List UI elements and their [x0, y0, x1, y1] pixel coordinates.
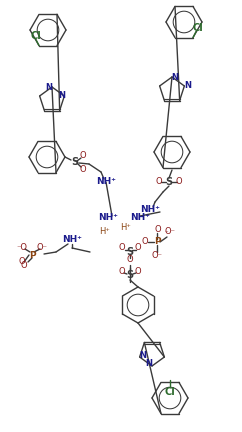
Text: O: O	[135, 267, 141, 276]
Text: O: O	[155, 226, 161, 235]
Text: N: N	[184, 82, 191, 90]
Text: S: S	[126, 270, 134, 280]
Text: H⁺: H⁺	[121, 223, 131, 232]
Text: NH⁺: NH⁺	[98, 213, 118, 222]
Text: H⁺: H⁺	[99, 228, 110, 236]
Text: O: O	[80, 165, 86, 175]
Text: Cl: Cl	[31, 31, 41, 41]
Text: NH⁺: NH⁺	[96, 178, 116, 187]
Text: O: O	[119, 267, 125, 276]
Text: ⁻O: ⁻O	[16, 244, 28, 252]
Text: NH⁺: NH⁺	[140, 206, 160, 215]
Text: N: N	[45, 83, 53, 92]
Text: O: O	[19, 257, 25, 267]
Text: N: N	[58, 92, 65, 101]
Text: S: S	[71, 157, 79, 167]
Text: ⁻: ⁻	[164, 230, 168, 236]
Text: S: S	[166, 177, 173, 187]
Text: O: O	[176, 178, 182, 187]
Text: P: P	[154, 238, 160, 247]
Text: O: O	[135, 244, 141, 252]
Text: S: S	[126, 247, 134, 257]
Text: Cl: Cl	[165, 387, 175, 397]
Text: N: N	[172, 73, 179, 82]
Text: O: O	[142, 238, 148, 247]
Text: O⁻: O⁻	[151, 251, 162, 260]
Text: O⁻: O⁻	[165, 228, 175, 236]
Text: NH⁺: NH⁺	[130, 213, 150, 222]
Text: NH⁺: NH⁺	[62, 235, 82, 245]
Text: O: O	[21, 261, 27, 270]
Text: N: N	[145, 359, 152, 368]
Text: O: O	[156, 178, 162, 187]
Text: P: P	[29, 251, 35, 260]
Text: Cl: Cl	[193, 22, 203, 32]
Text: N: N	[139, 350, 146, 359]
Text: O: O	[80, 152, 86, 161]
Text: O: O	[127, 255, 133, 264]
Text: O⁻: O⁻	[37, 244, 47, 252]
Text: O: O	[119, 244, 125, 252]
